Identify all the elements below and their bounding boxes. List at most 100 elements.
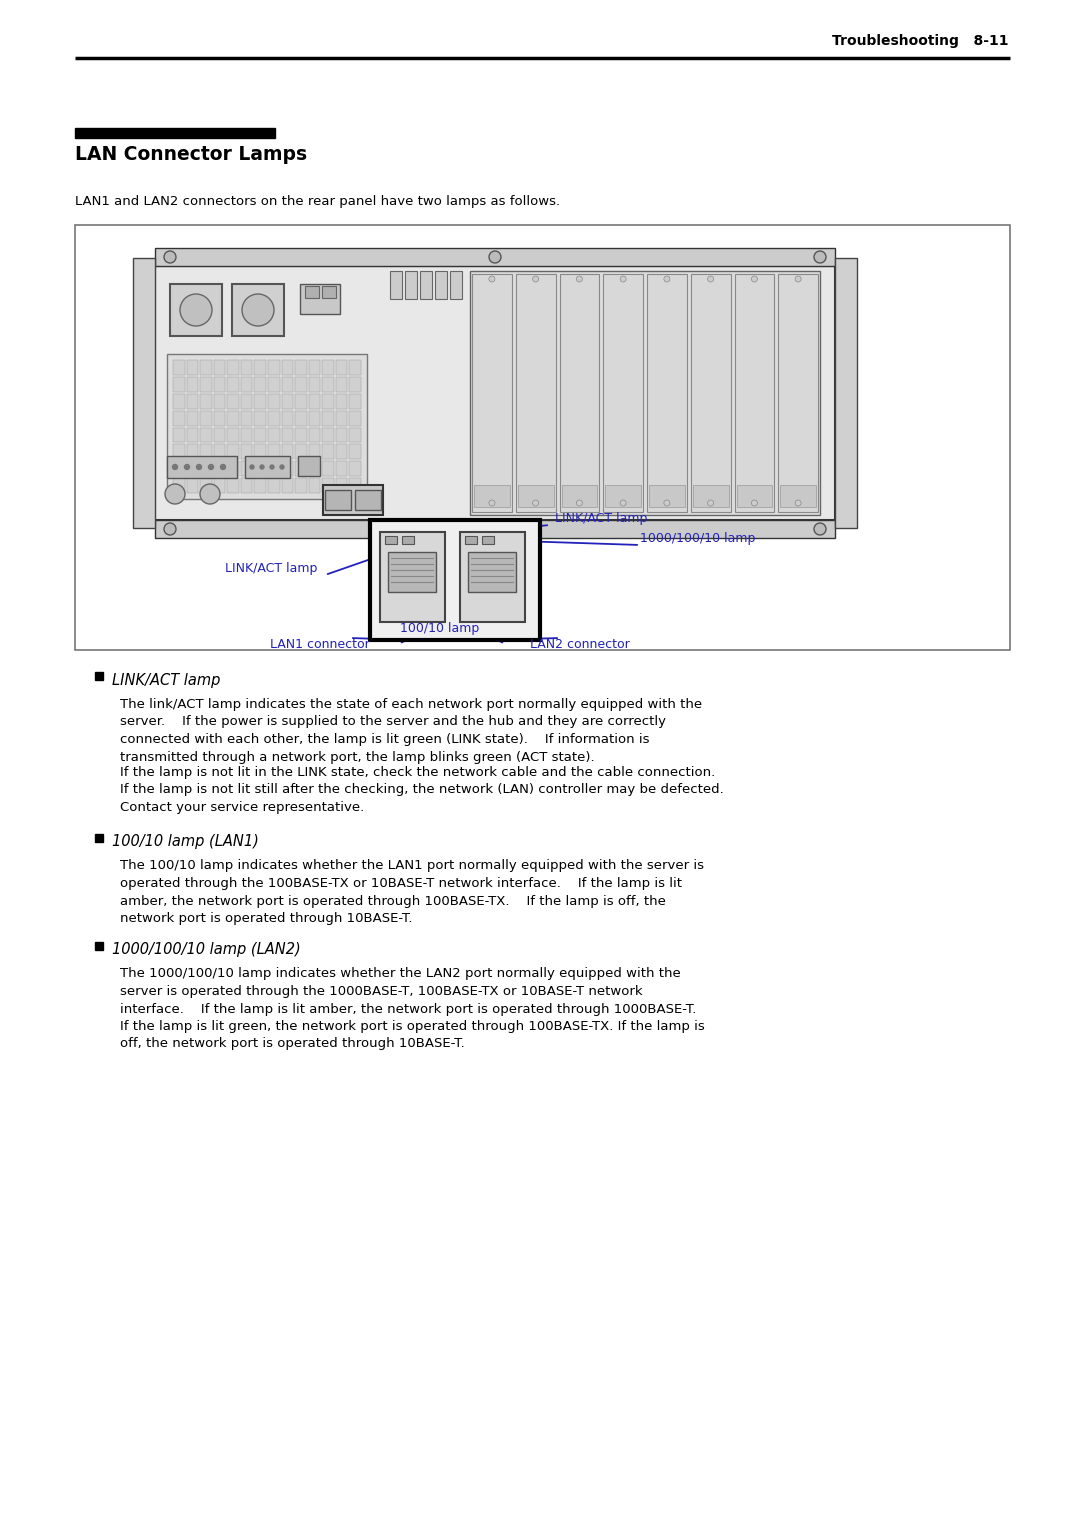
Bar xyxy=(255,478,266,493)
Bar xyxy=(173,394,185,409)
Bar xyxy=(173,478,185,493)
Bar xyxy=(255,377,266,392)
Bar xyxy=(187,360,198,375)
Bar xyxy=(420,272,432,299)
Text: The link/ACT lamp indicates the state of each network port normally equipped wit: The link/ACT lamp indicates the state of… xyxy=(120,697,702,763)
Bar xyxy=(350,360,361,375)
Bar xyxy=(187,377,198,392)
Bar xyxy=(255,461,266,476)
Bar xyxy=(435,272,447,299)
Bar xyxy=(460,533,525,623)
Bar xyxy=(692,485,729,507)
Bar xyxy=(559,275,599,513)
Circle shape xyxy=(795,501,801,507)
Bar xyxy=(300,284,340,314)
Circle shape xyxy=(164,523,176,536)
Circle shape xyxy=(164,250,176,262)
Circle shape xyxy=(208,464,214,470)
Bar xyxy=(350,427,361,443)
Bar xyxy=(336,394,348,409)
Bar xyxy=(241,394,253,409)
Bar xyxy=(295,377,307,392)
Bar xyxy=(605,485,642,507)
Bar xyxy=(295,410,307,426)
Bar xyxy=(282,360,293,375)
Bar xyxy=(562,485,597,507)
Bar xyxy=(282,410,293,426)
Bar xyxy=(384,536,397,543)
Bar xyxy=(350,394,361,409)
Bar xyxy=(167,354,367,499)
Text: 100/10 lamp: 100/10 lamp xyxy=(400,623,480,635)
Bar xyxy=(282,444,293,459)
Bar xyxy=(156,266,835,520)
Bar xyxy=(322,360,334,375)
Bar xyxy=(295,360,307,375)
Bar xyxy=(255,360,266,375)
Bar xyxy=(173,427,185,443)
Bar xyxy=(241,377,253,392)
Bar xyxy=(245,456,291,478)
Bar xyxy=(350,478,361,493)
Bar xyxy=(187,444,198,459)
Bar xyxy=(282,461,293,476)
Bar xyxy=(268,461,280,476)
Bar xyxy=(200,377,212,392)
Bar xyxy=(200,394,212,409)
Text: If the lamp is not lit in the LINK state, check the network cable and the cable : If the lamp is not lit in the LINK state… xyxy=(120,766,724,813)
Circle shape xyxy=(664,276,670,282)
Bar xyxy=(227,410,239,426)
Bar xyxy=(227,394,239,409)
Bar xyxy=(187,427,198,443)
Bar xyxy=(187,394,198,409)
Bar xyxy=(322,410,334,426)
Text: The 1000/100/10 lamp indicates whether the LAN2 port normally equipped with the
: The 1000/100/10 lamp indicates whether t… xyxy=(120,967,705,1050)
Circle shape xyxy=(260,465,264,468)
Bar xyxy=(200,360,212,375)
Bar xyxy=(232,284,284,336)
Bar xyxy=(295,444,307,459)
Bar xyxy=(517,485,554,507)
Bar xyxy=(173,444,185,459)
Bar xyxy=(450,272,462,299)
Bar xyxy=(355,490,381,510)
Bar xyxy=(309,444,321,459)
Bar xyxy=(737,485,772,507)
Bar xyxy=(336,377,348,392)
Bar xyxy=(305,285,319,298)
Circle shape xyxy=(532,276,539,282)
Text: 1000/100/10 lamp (LAN2): 1000/100/10 lamp (LAN2) xyxy=(112,942,300,957)
Circle shape xyxy=(180,295,212,327)
Bar xyxy=(322,285,336,298)
Bar xyxy=(336,410,348,426)
Bar xyxy=(227,377,239,392)
Bar xyxy=(268,410,280,426)
Bar xyxy=(75,224,1010,650)
Bar xyxy=(255,444,266,459)
Bar xyxy=(282,377,293,392)
Bar xyxy=(336,427,348,443)
Circle shape xyxy=(577,501,582,507)
Bar xyxy=(227,461,239,476)
Circle shape xyxy=(489,250,501,262)
Bar xyxy=(95,833,103,841)
Text: 100/10 lamp (LAN1): 100/10 lamp (LAN1) xyxy=(112,835,259,848)
Bar xyxy=(604,275,643,513)
Bar xyxy=(241,478,253,493)
Bar xyxy=(268,427,280,443)
Bar xyxy=(474,485,510,507)
Bar xyxy=(370,520,540,639)
Text: LINK/ACT lamp: LINK/ACT lamp xyxy=(112,673,220,688)
Bar xyxy=(691,275,730,513)
Bar xyxy=(214,410,226,426)
Bar xyxy=(779,275,818,513)
Bar xyxy=(295,394,307,409)
Circle shape xyxy=(270,465,274,468)
Bar xyxy=(200,461,212,476)
Bar xyxy=(241,444,253,459)
Bar xyxy=(350,444,361,459)
Bar xyxy=(200,444,212,459)
Bar xyxy=(241,360,253,375)
Bar xyxy=(336,444,348,459)
Circle shape xyxy=(752,276,757,282)
